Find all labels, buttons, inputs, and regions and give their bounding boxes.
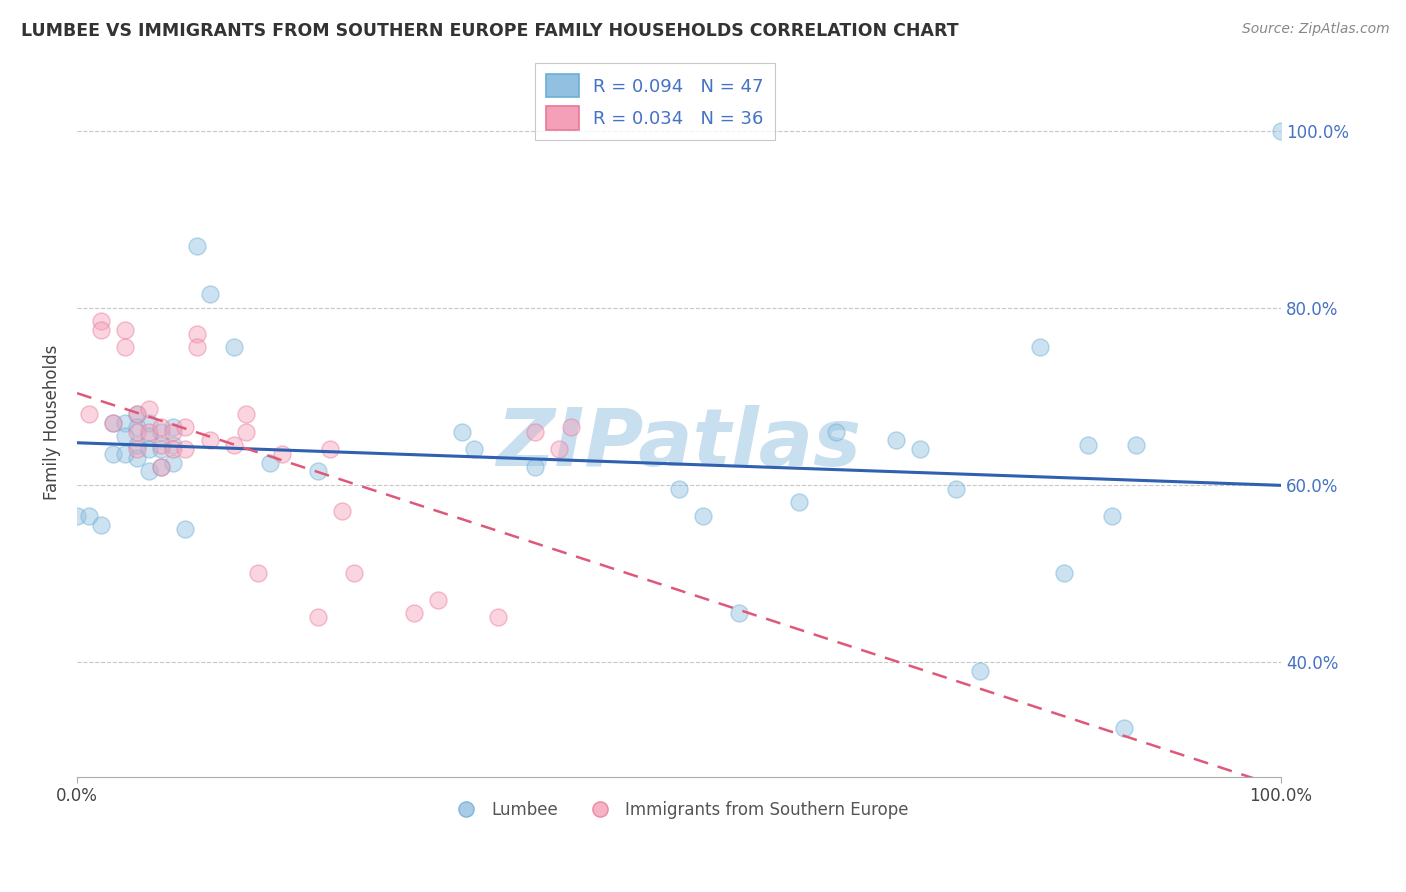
Point	[162, 456, 184, 470]
Point	[150, 442, 173, 457]
Point	[1125, 438, 1147, 452]
Point	[138, 464, 160, 478]
Point	[186, 238, 208, 252]
Point	[523, 425, 546, 439]
Point	[1053, 566, 1076, 581]
Point	[103, 447, 125, 461]
Point	[186, 327, 208, 342]
Point	[307, 610, 329, 624]
Point	[330, 504, 353, 518]
Point	[463, 442, 485, 457]
Point	[114, 323, 136, 337]
Point	[127, 451, 149, 466]
Point	[343, 566, 366, 581]
Point	[138, 416, 160, 430]
Point	[692, 508, 714, 523]
Point	[127, 425, 149, 439]
Point	[1270, 123, 1292, 137]
Point	[908, 442, 931, 457]
Point	[222, 438, 245, 452]
Point	[198, 287, 221, 301]
Point	[150, 460, 173, 475]
Point	[319, 442, 342, 457]
Point	[1029, 340, 1052, 354]
Point	[945, 482, 967, 496]
Point	[307, 464, 329, 478]
Point	[150, 420, 173, 434]
Point	[162, 420, 184, 434]
Point	[246, 566, 269, 581]
Point	[90, 314, 112, 328]
Point	[138, 429, 160, 443]
Point	[1114, 721, 1136, 735]
Point	[174, 420, 197, 434]
Point	[451, 425, 474, 439]
Point	[127, 407, 149, 421]
Point	[547, 442, 569, 457]
Point	[150, 425, 173, 439]
Point	[114, 340, 136, 354]
Point	[560, 420, 582, 434]
Point	[198, 434, 221, 448]
Text: Source: ZipAtlas.com: Source: ZipAtlas.com	[1241, 22, 1389, 37]
Point	[162, 438, 184, 452]
Point	[127, 420, 149, 434]
Point	[427, 592, 450, 607]
Point	[969, 664, 991, 678]
Point	[186, 340, 208, 354]
Point	[114, 429, 136, 443]
Point	[162, 425, 184, 439]
Legend: Lumbee, Immigrants from Southern Europe: Lumbee, Immigrants from Southern Europe	[443, 794, 915, 825]
Point	[66, 508, 89, 523]
Text: LUMBEE VS IMMIGRANTS FROM SOUTHERN EUROPE FAMILY HOUSEHOLDS CORRELATION CHART: LUMBEE VS IMMIGRANTS FROM SOUTHERN EUROP…	[21, 22, 959, 40]
Point	[114, 416, 136, 430]
Point	[77, 508, 100, 523]
Point	[90, 323, 112, 337]
Point	[235, 425, 257, 439]
Point	[138, 402, 160, 417]
Point	[523, 460, 546, 475]
Point	[150, 460, 173, 475]
Point	[174, 522, 197, 536]
Point	[259, 456, 281, 470]
Point	[668, 482, 690, 496]
Text: ZIPatlas: ZIPatlas	[496, 405, 862, 483]
Point	[222, 340, 245, 354]
Point	[127, 438, 149, 452]
Point	[103, 416, 125, 430]
Point	[150, 438, 173, 452]
Point	[162, 442, 184, 457]
Point	[114, 447, 136, 461]
Point	[90, 517, 112, 532]
Y-axis label: Family Households: Family Households	[44, 345, 60, 500]
Point	[174, 442, 197, 457]
Point	[789, 495, 811, 509]
Point	[235, 407, 257, 421]
Point	[824, 425, 846, 439]
Point	[884, 434, 907, 448]
Point	[127, 407, 149, 421]
Point	[138, 425, 160, 439]
Point	[270, 447, 292, 461]
Point	[103, 416, 125, 430]
Point	[1101, 508, 1123, 523]
Point	[488, 610, 510, 624]
Point	[77, 407, 100, 421]
Point	[728, 606, 751, 620]
Point	[138, 442, 160, 457]
Point	[404, 606, 426, 620]
Point	[1077, 438, 1099, 452]
Point	[127, 442, 149, 457]
